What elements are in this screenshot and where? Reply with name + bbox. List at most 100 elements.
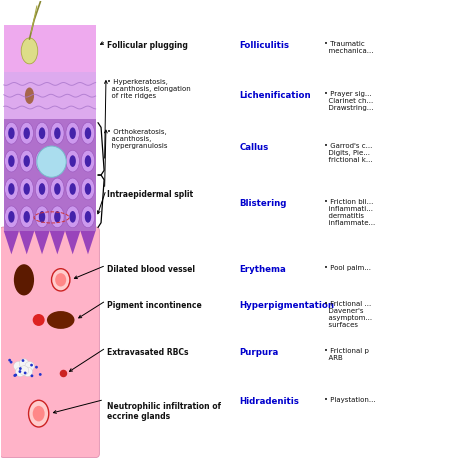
Ellipse shape bbox=[85, 155, 91, 167]
Ellipse shape bbox=[39, 211, 45, 223]
Bar bbox=[4, 25, 96, 72]
Ellipse shape bbox=[39, 155, 45, 167]
Circle shape bbox=[33, 314, 45, 326]
Ellipse shape bbox=[24, 183, 30, 195]
Ellipse shape bbox=[21, 38, 38, 64]
Ellipse shape bbox=[54, 211, 61, 223]
Ellipse shape bbox=[35, 206, 49, 228]
Circle shape bbox=[39, 373, 42, 376]
Ellipse shape bbox=[66, 122, 80, 144]
Bar bbox=[4, 72, 96, 119]
Ellipse shape bbox=[35, 178, 49, 200]
Ellipse shape bbox=[33, 406, 45, 421]
Ellipse shape bbox=[35, 122, 49, 144]
FancyBboxPatch shape bbox=[0, 227, 100, 457]
Ellipse shape bbox=[20, 206, 34, 228]
Ellipse shape bbox=[55, 273, 66, 286]
Text: Blistering: Blistering bbox=[239, 199, 287, 208]
Ellipse shape bbox=[52, 269, 70, 291]
Ellipse shape bbox=[5, 206, 18, 228]
Ellipse shape bbox=[24, 211, 30, 223]
Text: • Garrod's c...
  Digits, Pie...
  frictional k...: • Garrod's c... Digits, Pie... frictiona… bbox=[324, 143, 373, 163]
Text: Hidradenitis: Hidradenitis bbox=[239, 397, 299, 406]
Text: Folliculitis: Folliculitis bbox=[239, 41, 289, 50]
Circle shape bbox=[19, 367, 22, 370]
Circle shape bbox=[14, 362, 23, 371]
Text: Callus: Callus bbox=[239, 143, 269, 152]
Ellipse shape bbox=[66, 206, 80, 228]
Ellipse shape bbox=[54, 183, 61, 195]
Circle shape bbox=[24, 372, 27, 374]
Circle shape bbox=[19, 366, 28, 375]
Ellipse shape bbox=[51, 206, 64, 228]
Ellipse shape bbox=[20, 178, 34, 200]
Circle shape bbox=[35, 366, 38, 369]
Circle shape bbox=[16, 367, 25, 376]
Ellipse shape bbox=[5, 150, 18, 172]
Text: • Playstation...: • Playstation... bbox=[324, 397, 376, 403]
Ellipse shape bbox=[66, 178, 80, 200]
Circle shape bbox=[22, 359, 25, 362]
Ellipse shape bbox=[5, 178, 18, 200]
Ellipse shape bbox=[8, 128, 15, 139]
Text: • Friction bli...
  inflammati...
  dermatitis
  inflammate...: • Friction bli... inflammati... dermatit… bbox=[324, 199, 375, 226]
Bar bbox=[4, 119, 96, 231]
Ellipse shape bbox=[8, 183, 15, 195]
Text: • Prayer sig...
  Clarinet ch...
  Drawstring...: • Prayer sig... Clarinet ch... Drawstrin… bbox=[324, 91, 374, 111]
Ellipse shape bbox=[54, 128, 61, 139]
Text: Purpura: Purpura bbox=[239, 348, 279, 357]
Text: Pigment incontinence: Pigment incontinence bbox=[108, 301, 202, 310]
Circle shape bbox=[14, 374, 17, 376]
Circle shape bbox=[18, 370, 21, 373]
Text: Hyperpigmentation: Hyperpigmentation bbox=[239, 301, 334, 310]
Circle shape bbox=[23, 367, 32, 376]
Ellipse shape bbox=[70, 183, 76, 195]
Text: Intraepidermal split: Intraepidermal split bbox=[108, 190, 193, 199]
Text: Extravasated RBCs: Extravasated RBCs bbox=[108, 348, 189, 357]
Text: • Pool palm...: • Pool palm... bbox=[324, 265, 371, 271]
Ellipse shape bbox=[47, 311, 74, 329]
Ellipse shape bbox=[14, 264, 34, 295]
Circle shape bbox=[30, 364, 33, 366]
Text: Follicular plugging: Follicular plugging bbox=[108, 41, 188, 50]
Ellipse shape bbox=[81, 178, 95, 200]
Text: • Frictional p
  ARB: • Frictional p ARB bbox=[324, 348, 369, 361]
PathPatch shape bbox=[4, 230, 96, 255]
Ellipse shape bbox=[20, 122, 34, 144]
Ellipse shape bbox=[20, 150, 34, 172]
Ellipse shape bbox=[70, 155, 76, 167]
Ellipse shape bbox=[24, 155, 30, 167]
Ellipse shape bbox=[81, 206, 95, 228]
Text: • Traumatic
  mechanica...: • Traumatic mechanica... bbox=[324, 41, 374, 55]
Text: Lichenification: Lichenification bbox=[239, 91, 311, 100]
Ellipse shape bbox=[81, 122, 95, 144]
Ellipse shape bbox=[8, 211, 15, 223]
Circle shape bbox=[9, 361, 12, 364]
Ellipse shape bbox=[85, 183, 91, 195]
Circle shape bbox=[8, 359, 11, 362]
Text: • Frictional ...
  Davener's
  asymptom...
  surfaces: • Frictional ... Davener's asymptom... s… bbox=[324, 301, 372, 328]
Ellipse shape bbox=[24, 128, 30, 139]
Ellipse shape bbox=[51, 122, 64, 144]
Text: • Orthokeratosis,
  acanthosis,
  hypergranulosis: • Orthokeratosis, acanthosis, hypergranu… bbox=[108, 128, 168, 149]
Ellipse shape bbox=[51, 150, 64, 172]
Circle shape bbox=[19, 359, 28, 368]
Text: • Hyperkeratosis,
  acanthosis, elongation
  of rite ridges: • Hyperkeratosis, acanthosis, elongation… bbox=[108, 79, 191, 99]
Ellipse shape bbox=[85, 211, 91, 223]
Circle shape bbox=[13, 374, 16, 377]
Ellipse shape bbox=[85, 128, 91, 139]
Ellipse shape bbox=[8, 155, 15, 167]
Text: Neutrophilic infiltration of
eccrine glands: Neutrophilic infiltration of eccrine gla… bbox=[108, 402, 221, 421]
Circle shape bbox=[60, 370, 67, 377]
Circle shape bbox=[25, 362, 34, 371]
Ellipse shape bbox=[51, 178, 64, 200]
Ellipse shape bbox=[66, 150, 80, 172]
Ellipse shape bbox=[37, 146, 66, 177]
Ellipse shape bbox=[35, 150, 49, 172]
Ellipse shape bbox=[39, 128, 45, 139]
Ellipse shape bbox=[25, 87, 34, 104]
Text: Erythema: Erythema bbox=[239, 265, 286, 274]
Ellipse shape bbox=[54, 155, 61, 167]
Ellipse shape bbox=[39, 183, 45, 195]
Ellipse shape bbox=[5, 122, 18, 144]
